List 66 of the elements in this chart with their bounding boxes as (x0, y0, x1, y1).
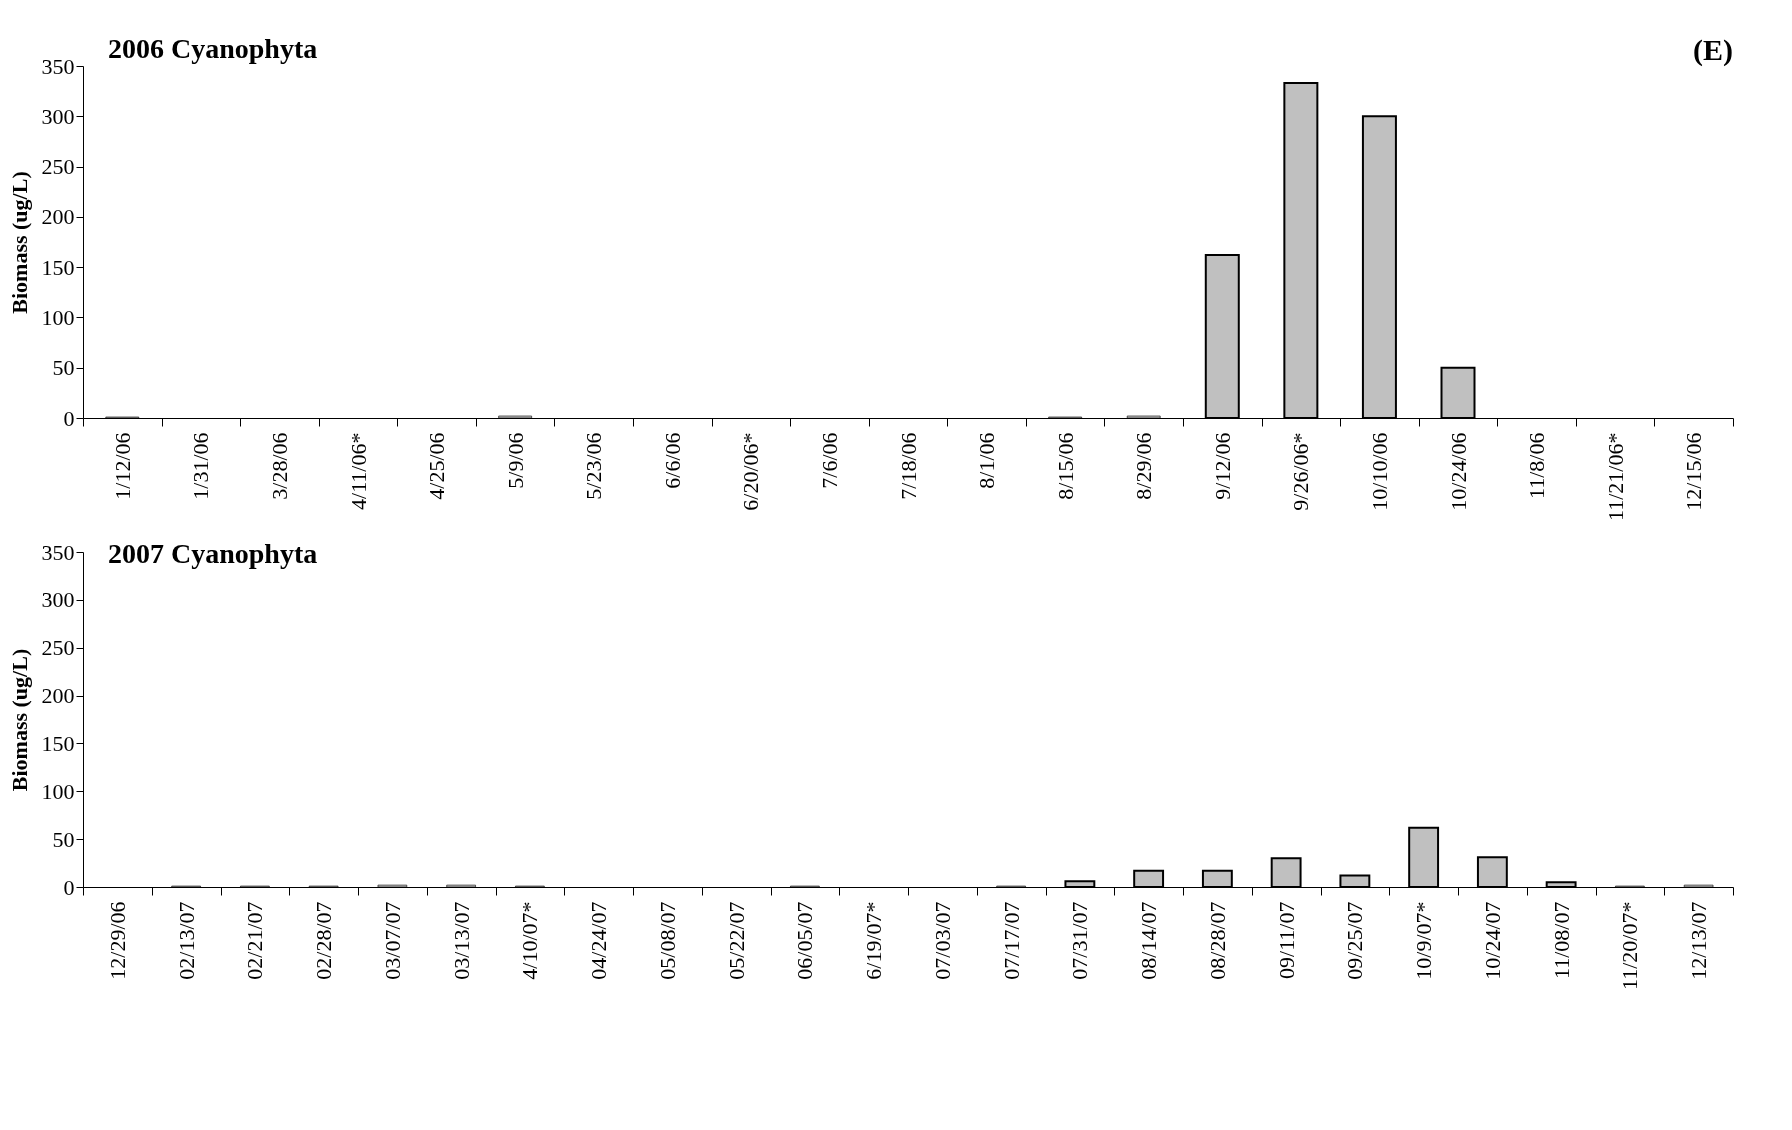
y-tick-label: 0 (63, 874, 75, 900)
x-tick-label: 08/28/07 (1204, 901, 1230, 980)
x-tick-label: 10/9/07* (1411, 901, 1437, 980)
x-tick-label: 6/6/06 (659, 432, 685, 489)
y-tick-label: 350 (41, 53, 75, 79)
x-tick-label: 9/12/06 (1209, 432, 1235, 500)
x-tick-label: 11/20/07* (1617, 901, 1643, 990)
x-tick-label: 6/20/06* (738, 432, 764, 511)
x-tick-label: 03/13/07 (448, 901, 474, 980)
x-tick-label: 09/11/07 (1273, 901, 1299, 979)
x-tick-label: 07/31/07 (1067, 901, 1093, 980)
chart-title: 2006 Cyanophyta (108, 33, 318, 64)
x-tick-label: 1/12/06 (109, 432, 135, 500)
x-tick-label: 11/21/06* (1602, 432, 1628, 521)
text: (E) (1693, 33, 1733, 67)
x-tick-label: 02/28/07 (311, 901, 337, 980)
x-tick-label: 06/05/07 (792, 901, 818, 980)
y-tick-label: 50 (52, 355, 75, 381)
x-tick-label: 11/8/06 (1524, 432, 1550, 499)
x-tick-label: 08/14/07 (1136, 901, 1162, 980)
x-tick-label: 07/03/07 (929, 901, 955, 980)
x-tick-label: 03/07/07 (379, 901, 405, 980)
x-tick-label: 10/10/06 (1366, 432, 1392, 511)
x-tick-label: 09/25/07 (1342, 901, 1368, 980)
x-tick-label: 4/11/06* (345, 432, 371, 510)
y-tick-label: 200 (41, 204, 75, 230)
x-tick-label: 6/19/07* (861, 901, 887, 980)
x-tick-label: 7/6/06 (816, 432, 842, 489)
x-tick-label: 04/24/07 (586, 901, 612, 980)
y-tick-label: 150 (41, 730, 75, 756)
x-tick-label: 4/10/07* (517, 901, 543, 980)
y-tick-label: 50 (52, 826, 75, 852)
x-tick-label: 12/29/06 (104, 901, 130, 980)
y-tick-label: 350 (41, 539, 75, 565)
x-tick-label: 9/26/06* (1288, 432, 1314, 511)
y-tick-label: 0 (63, 405, 75, 431)
x-tick-label: 11/08/07 (1548, 901, 1574, 979)
x-tick-label: 1/31/06 (188, 432, 214, 500)
x-tick-label: 7/18/06 (895, 432, 921, 500)
x-tick-label: 12/15/06 (1681, 432, 1707, 511)
chart-title: 2007 Cyanophyta (108, 538, 318, 569)
y-tick-label: 100 (41, 304, 75, 330)
x-tick-label: 02/13/07 (173, 901, 199, 980)
x-tick-label: 02/21/07 (242, 901, 268, 980)
x-tick-label: 4/25/06 (424, 432, 450, 500)
y-axis-title: Biomass (ug/L) (6, 648, 32, 792)
x-tick-label: 10/24/07 (1479, 901, 1505, 980)
x-tick-label: 07/17/07 (998, 901, 1024, 980)
x-tick-label: 3/28/06 (266, 432, 292, 500)
x-tick-label: 5/23/06 (581, 432, 607, 500)
x-tick-label: 12/13/07 (1686, 901, 1712, 980)
x-tick-label: 10/24/06 (1445, 432, 1471, 511)
y-tick-label: 100 (41, 778, 75, 804)
x-tick-label: 05/22/07 (723, 901, 749, 980)
y-tick-label: 250 (41, 635, 75, 661)
x-tick-label: 8/29/06 (1131, 432, 1157, 500)
x-tick-label: 05/08/07 (654, 901, 680, 980)
y-tick-label: 150 (41, 254, 75, 280)
y-axis-title: Biomass (ug/L) (6, 171, 32, 314)
y-tick-label: 200 (41, 683, 75, 709)
y-tick-label: 250 (41, 154, 75, 180)
y-tick-label: 300 (41, 587, 75, 613)
x-tick-label: 5/9/06 (502, 432, 528, 489)
x-tick-label: 8/15/06 (1052, 432, 1078, 500)
y-tick-label: 300 (41, 103, 75, 129)
x-tick-label: 8/1/06 (974, 432, 1000, 489)
